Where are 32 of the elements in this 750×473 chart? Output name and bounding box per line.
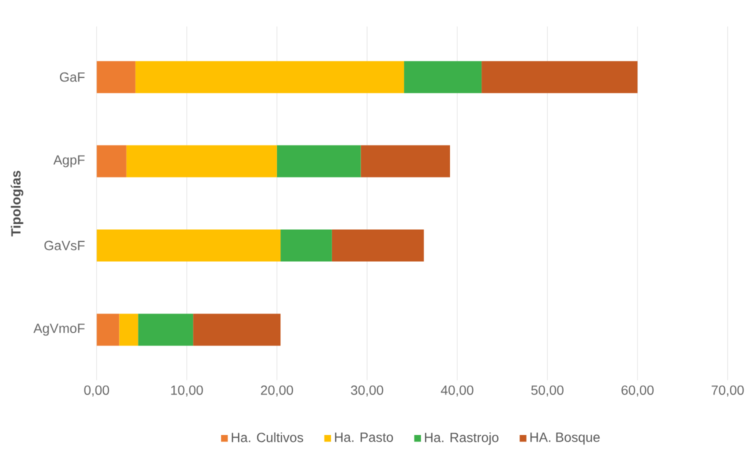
legend-label: Ha. Cultivos (232, 432, 304, 442)
bar (482, 61, 638, 94)
x-tick-label: 60,00 (622, 386, 654, 397)
bar (135, 61, 404, 94)
x-tick-label: 30,00 (350, 386, 384, 397)
x-tick-label: 10,00 (171, 386, 203, 397)
bar (96, 314, 120, 346)
x-tick-label: 0,00 (84, 386, 110, 397)
y-axis-title: Tipologías (10, 170, 24, 237)
bar (404, 61, 482, 94)
legend-label: HA. Bosque (530, 432, 600, 445)
bar (119, 314, 138, 346)
bar (96, 145, 126, 178)
bar (126, 145, 277, 178)
bar (280, 230, 332, 262)
bar (96, 230, 281, 262)
y-tick-label: GaF (60, 72, 85, 82)
x-tick-label: 20,00 (260, 386, 294, 397)
bar (360, 145, 450, 178)
legend-label: Ha. Rastrojo (425, 432, 498, 445)
x-tick-label: 70,00 (712, 386, 744, 397)
x-tick-label: 50,00 (531, 386, 564, 397)
y-tick-label: GaVsF (44, 240, 85, 250)
y-tick-label: AgpF (53, 155, 85, 168)
y-tick-label: AgVmoF (33, 324, 85, 336)
bar (193, 314, 281, 346)
bar (138, 314, 194, 346)
x-tick-label: 40,00 (440, 386, 474, 397)
bar (332, 230, 424, 262)
bar (96, 61, 136, 94)
bar (276, 145, 361, 178)
legend-label: Ha. Pasto (335, 432, 393, 442)
